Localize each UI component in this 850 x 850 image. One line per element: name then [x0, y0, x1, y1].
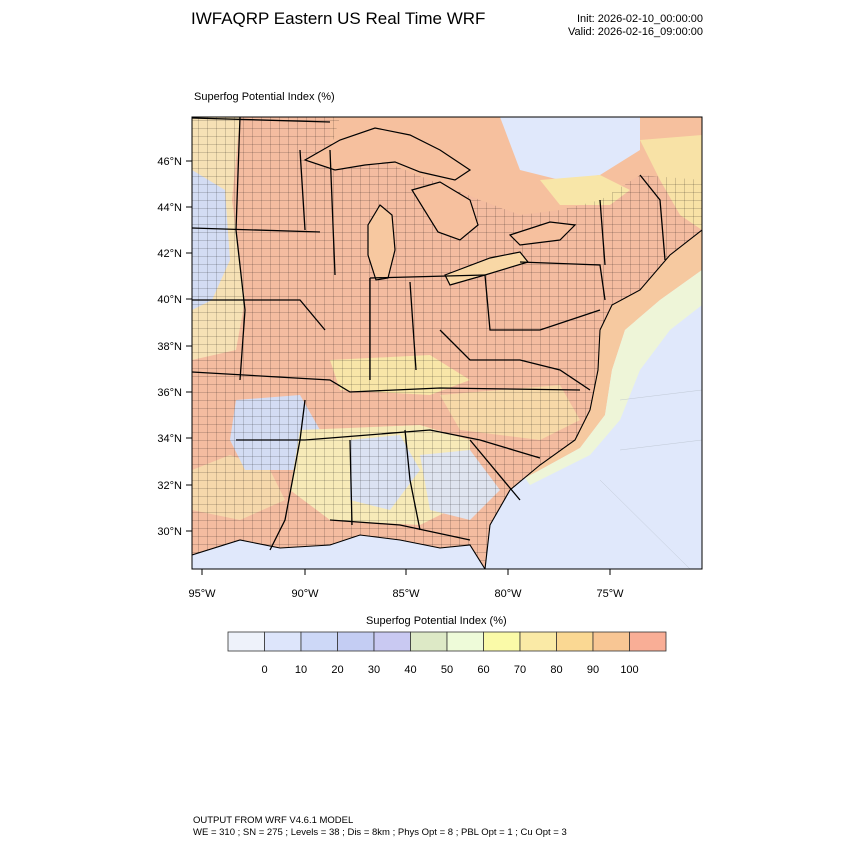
colorbar-label: 60	[477, 664, 489, 676]
border-ny-pa	[519, 261, 606, 301]
lon-tick-label: 85°W	[392, 588, 420, 600]
colorbar-swatch	[300, 631, 338, 652]
latitude-ticks: 46°N 44°N 42°N 40°N 38°N 36°N 34°N 32°N 30°N	[157, 156, 192, 538]
colorbar-label: 40	[404, 664, 416, 676]
colorbar-swatch	[519, 631, 557, 652]
border-al-ga	[404, 429, 421, 531]
init-time: Init: 2026-02-10_00:00:00	[577, 13, 703, 25]
border-ny-vt	[599, 199, 606, 266]
colorbar-label: 30	[368, 664, 380, 676]
border-sc-ga	[469, 439, 521, 501]
field-label: Superfog Potential Index (%)	[194, 91, 335, 103]
map-area	[192, 117, 702, 569]
lon-tick-label: 95°W	[188, 588, 216, 600]
lon-tick-label: 80°W	[494, 588, 522, 600]
lon-tick-label: 75°W	[596, 588, 624, 600]
colorbar-label: 70	[514, 664, 526, 676]
border-36n	[192, 371, 581, 393]
border-plains	[235, 117, 246, 381]
colorbar-swatch	[629, 631, 667, 652]
colorbar-label: 90	[587, 664, 599, 676]
border-in-oh	[409, 281, 417, 371]
border-ms-al	[349, 439, 353, 526]
colorbar-label: 50	[441, 664, 453, 676]
border-wi-mn	[299, 149, 306, 231]
border-mississippi	[269, 399, 306, 551]
border-gulf-coast	[329, 519, 471, 541]
lat-tick-label: 44°N	[157, 202, 182, 214]
coastal-orange-band	[525, 230, 702, 478]
footer-model: OUTPUT FROM WRF V4.6.1 MODEL	[193, 815, 354, 826]
border-maine	[639, 174, 666, 261]
colorbar-label: 100	[620, 664, 638, 676]
colorbar-swatch	[556, 631, 594, 652]
border-35n	[236, 429, 541, 459]
lat-tick-label: 42°N	[157, 248, 182, 260]
colorbar-label: 20	[331, 664, 343, 676]
map-frame	[191, 116, 703, 570]
colorbar-swatch	[227, 631, 265, 652]
longitude-ticks: 95°W 90°W 85°W 80°W 75°W	[188, 569, 624, 600]
gulf-of-mexico	[192, 535, 485, 569]
colorbar-swatch	[446, 631, 484, 652]
colorbar: 0 10 20 30 40 50 60 70 80 90 100	[227, 631, 667, 676]
valid-time: Valid: 2026-02-16_09:00:00	[568, 26, 703, 38]
lake-ontario	[508, 221, 577, 246]
lake-michigan	[367, 204, 396, 281]
lake-huron	[411, 181, 479, 241]
coastal-green-band	[525, 270, 702, 485]
model-footer: OUTPUT FROM WRF V4.6.1 MODEL WE = 310 ; …	[193, 815, 567, 839]
atlantic-coastline	[484, 229, 702, 569]
lat-tick-label: 32°N	[157, 480, 182, 492]
footer-config: WE = 310 ; SN = 275 ; Levels = 38 ; Dis …	[193, 827, 567, 838]
border-va	[439, 329, 591, 391]
state-borders	[192, 117, 666, 551]
border-wi-il	[329, 149, 336, 276]
border-ia-mo	[192, 299, 326, 331]
colorbar-swatch	[410, 631, 448, 652]
lat-tick-label: 40°N	[157, 294, 182, 306]
run-times: Init: 2026-02-10_00:00:00 Valid: 2026-02…	[568, 13, 703, 39]
colorbar-swatch	[373, 631, 411, 652]
hudson-region	[500, 117, 640, 180]
border-mn-ia	[192, 227, 321, 233]
lon-tick-label: 90°W	[291, 588, 319, 600]
colorbar-label: 10	[295, 664, 307, 676]
colorbar-swatch	[592, 631, 630, 652]
graticule	[599, 389, 702, 569]
colorbar-swatch	[264, 631, 302, 652]
lat-tick-label: 30°N	[157, 526, 182, 538]
colorbar-label: 80	[550, 664, 562, 676]
colorbar-label: 0	[261, 664, 267, 676]
colorbar-swatch	[483, 631, 521, 652]
lat-tick-label: 46°N	[157, 156, 182, 168]
lat-tick-label: 38°N	[157, 341, 182, 353]
lake-superior	[303, 127, 472, 181]
border-pa	[484, 274, 601, 331]
county-grid	[192, 117, 702, 569]
colorbar-title: Superfog Potential Index (%)	[366, 615, 507, 627]
border-canada-west	[192, 117, 331, 123]
chart-title: IWFAQRP Eastern US Real Time WRF	[191, 9, 486, 28]
border-mi-oh	[369, 274, 486, 279]
gulf-coastline	[192, 534, 486, 569]
colorbar-swatch	[337, 631, 375, 652]
lat-tick-label: 36°N	[157, 387, 182, 399]
lat-tick-label: 34°N	[157, 433, 182, 445]
